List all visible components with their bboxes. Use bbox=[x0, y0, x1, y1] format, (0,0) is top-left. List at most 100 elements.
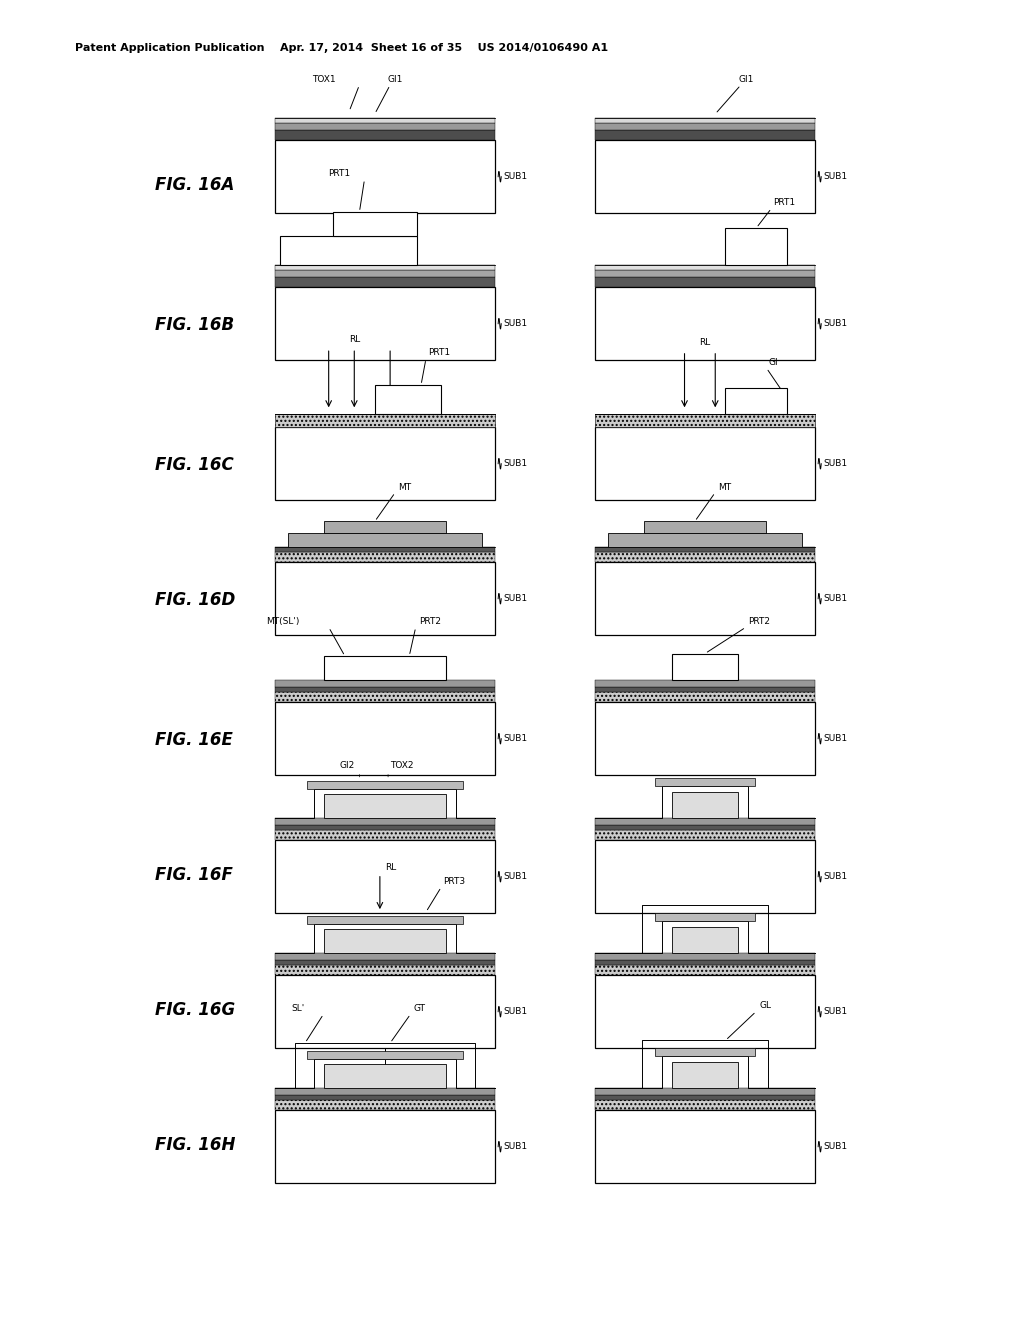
Bar bbox=[274, 288, 495, 360]
Bar bbox=[274, 117, 495, 123]
Bar bbox=[274, 692, 495, 702]
Bar bbox=[325, 929, 445, 953]
Text: SUB1: SUB1 bbox=[503, 172, 527, 181]
Bar bbox=[654, 913, 756, 921]
Bar bbox=[595, 546, 815, 552]
Text: SUB1: SUB1 bbox=[823, 459, 848, 469]
Bar bbox=[274, 680, 495, 686]
Bar bbox=[274, 825, 495, 830]
Bar bbox=[608, 533, 802, 546]
Text: SL': SL' bbox=[292, 1003, 304, 1012]
Text: GT: GT bbox=[414, 1003, 426, 1012]
Bar bbox=[274, 552, 495, 562]
Text: SUB1: SUB1 bbox=[503, 1142, 527, 1151]
Bar bbox=[595, 830, 815, 841]
Bar bbox=[595, 414, 815, 428]
Text: SUB1: SUB1 bbox=[823, 873, 848, 882]
Bar bbox=[280, 236, 417, 265]
Text: SUB1: SUB1 bbox=[823, 319, 848, 329]
Bar bbox=[307, 916, 463, 924]
Bar bbox=[654, 1048, 756, 1056]
Bar bbox=[307, 781, 463, 789]
Text: GI2: GI2 bbox=[339, 762, 354, 771]
Text: PRT3: PRT3 bbox=[443, 876, 466, 886]
Text: FIG. 16A: FIG. 16A bbox=[155, 176, 234, 194]
Text: TOX1: TOX1 bbox=[311, 75, 336, 83]
Bar bbox=[595, 277, 815, 288]
Bar bbox=[274, 271, 495, 277]
Bar bbox=[595, 271, 815, 277]
Text: PRT2: PRT2 bbox=[748, 616, 770, 626]
Bar bbox=[595, 1100, 815, 1110]
Text: SUB1: SUB1 bbox=[823, 594, 848, 603]
Bar bbox=[274, 1100, 495, 1110]
Bar bbox=[274, 129, 495, 140]
Text: RL: RL bbox=[385, 863, 396, 873]
Text: SUB1: SUB1 bbox=[823, 1142, 848, 1151]
Bar bbox=[595, 428, 815, 500]
Bar bbox=[375, 385, 440, 414]
Bar bbox=[307, 1051, 463, 1059]
Text: GI1: GI1 bbox=[738, 75, 754, 83]
Bar bbox=[274, 702, 495, 775]
Text: GL: GL bbox=[759, 1001, 771, 1010]
Bar bbox=[595, 960, 815, 965]
Text: SUB1: SUB1 bbox=[503, 459, 527, 469]
Bar bbox=[274, 1110, 495, 1183]
Text: FIG. 16F: FIG. 16F bbox=[155, 866, 232, 884]
Text: MT: MT bbox=[398, 483, 412, 492]
Bar bbox=[725, 228, 787, 265]
Bar bbox=[595, 818, 815, 825]
Bar bbox=[595, 123, 815, 129]
Bar bbox=[595, 117, 815, 123]
Bar bbox=[274, 953, 495, 960]
Text: SUB1: SUB1 bbox=[503, 873, 527, 882]
Bar bbox=[654, 779, 756, 787]
Text: TOX2: TOX2 bbox=[390, 762, 414, 771]
Bar bbox=[274, 841, 495, 913]
Bar bbox=[595, 825, 815, 830]
Bar bbox=[274, 830, 495, 841]
Bar bbox=[672, 1061, 738, 1088]
Bar bbox=[595, 975, 815, 1048]
Bar bbox=[595, 1094, 815, 1100]
Text: RL: RL bbox=[699, 338, 711, 347]
Bar bbox=[274, 960, 495, 965]
Bar bbox=[595, 140, 815, 213]
Bar bbox=[595, 686, 815, 692]
Bar bbox=[274, 818, 495, 825]
Bar bbox=[595, 965, 815, 975]
Bar bbox=[595, 1110, 815, 1183]
Bar bbox=[644, 521, 766, 533]
Bar bbox=[274, 546, 495, 552]
Text: SUB1: SUB1 bbox=[503, 1007, 527, 1016]
Text: SUB1: SUB1 bbox=[823, 172, 848, 181]
Bar bbox=[595, 680, 815, 686]
Bar bbox=[274, 975, 495, 1048]
Bar bbox=[274, 1094, 495, 1100]
Bar bbox=[672, 792, 738, 818]
Bar bbox=[274, 686, 495, 692]
Bar bbox=[325, 795, 445, 818]
Bar bbox=[333, 213, 417, 236]
Text: GI: GI bbox=[768, 358, 778, 367]
Text: MT(SL'): MT(SL') bbox=[266, 616, 299, 626]
Bar bbox=[274, 562, 495, 635]
Bar bbox=[274, 428, 495, 500]
Bar bbox=[325, 656, 445, 680]
Text: Patent Application Publication    Apr. 17, 2014  Sheet 16 of 35    US 2014/01064: Patent Application Publication Apr. 17, … bbox=[75, 44, 608, 53]
Bar bbox=[325, 521, 445, 533]
Text: PRT1: PRT1 bbox=[773, 198, 796, 207]
Bar bbox=[274, 965, 495, 975]
Bar bbox=[274, 265, 495, 271]
Text: FIG. 16B: FIG. 16B bbox=[155, 315, 234, 334]
Bar bbox=[595, 841, 815, 913]
Text: FIG. 16H: FIG. 16H bbox=[155, 1137, 236, 1154]
Bar bbox=[325, 1064, 445, 1088]
Bar bbox=[595, 702, 815, 775]
Bar bbox=[595, 1088, 815, 1094]
Bar bbox=[274, 277, 495, 288]
Bar bbox=[595, 562, 815, 635]
Bar bbox=[274, 414, 495, 428]
Bar bbox=[595, 552, 815, 562]
